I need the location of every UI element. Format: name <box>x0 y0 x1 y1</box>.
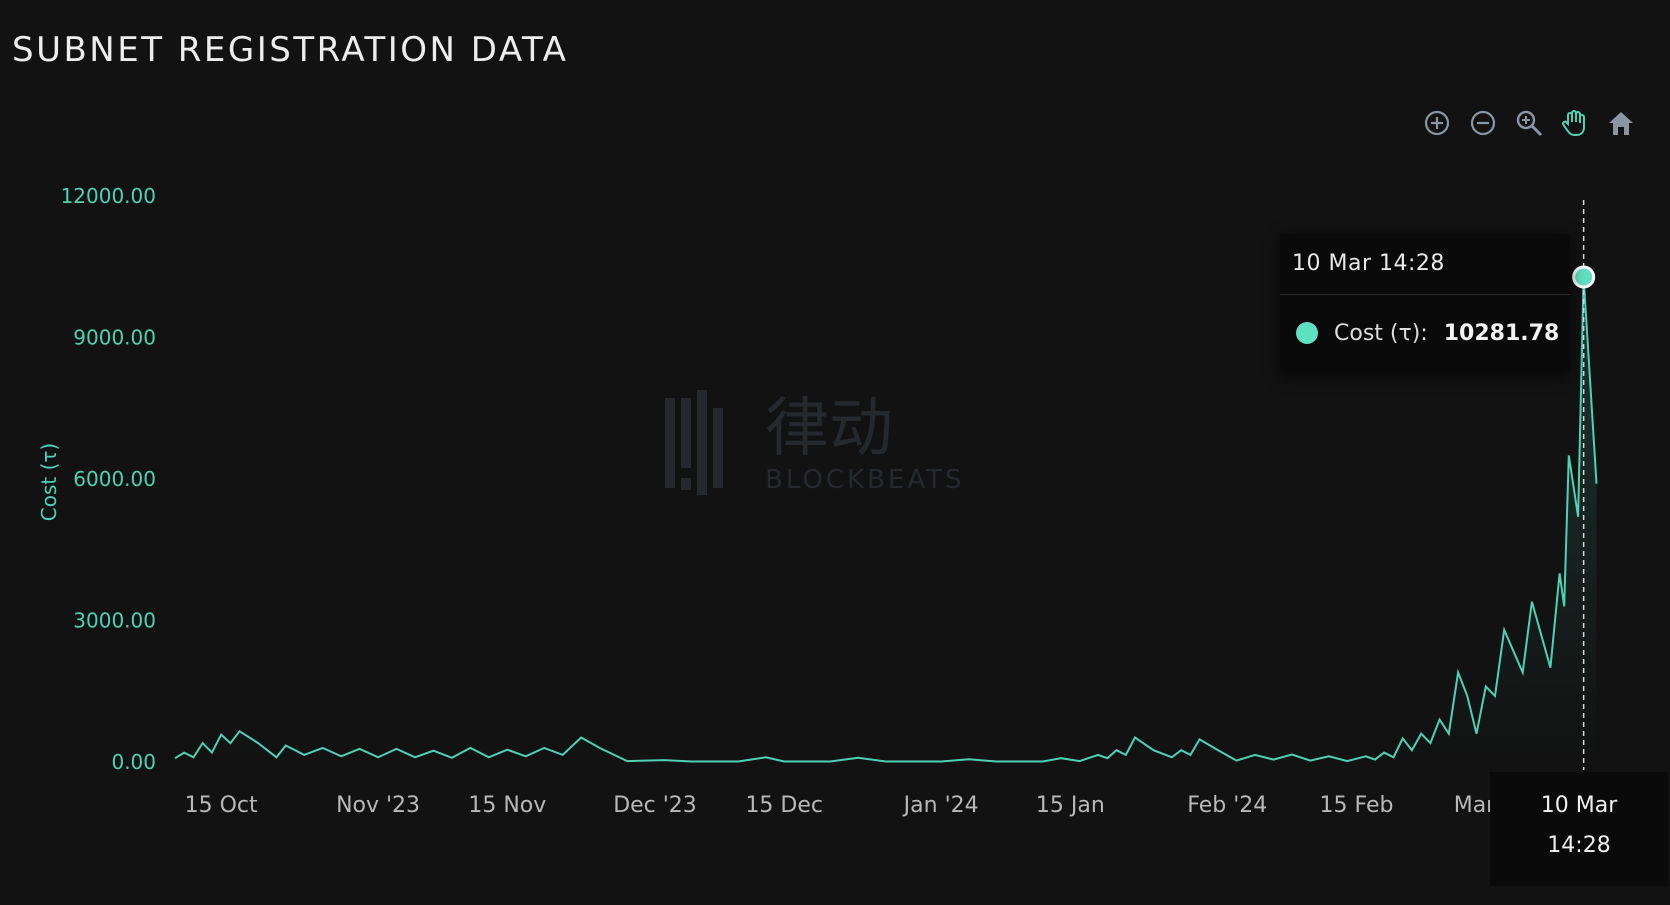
x-tick-label: 15 Nov <box>468 793 546 818</box>
pan-button[interactable] <box>1558 106 1592 140</box>
x-tick-label: Feb '24 <box>1187 793 1267 818</box>
y-tick-label: 3000.00 <box>73 609 156 633</box>
y-tick-label: 9000.00 <box>73 326 156 350</box>
zoom-in-button[interactable] <box>1420 106 1454 140</box>
chart-toolbar <box>1420 106 1638 140</box>
y-tick-label: 0.00 <box>111 750 156 774</box>
tooltip-value: 10281.78 <box>1443 320 1560 346</box>
watermark-logo: 律动 BLOCKBEATS <box>665 390 1005 524</box>
series-area-cost <box>175 277 1597 762</box>
y-tick-label: 6000.00 <box>73 467 156 491</box>
crosshair-date: 10 Mar <box>1540 793 1618 818</box>
x-tick-label: Dec '23 <box>613 793 697 818</box>
y-tick-label: 12000.00 <box>61 184 156 208</box>
data-tooltip: 10 Mar 14:28 Cost (τ): 10281.78 <box>1280 234 1570 372</box>
y-axis-label: Cost (τ) <box>37 442 61 522</box>
x-tick-label: Jan '24 <box>902 793 979 818</box>
tooltip-header: 10 Mar 14:28 <box>1280 234 1570 295</box>
x-tick-label: 15 Jan <box>1036 793 1105 818</box>
zoom-out-icon <box>1470 110 1496 136</box>
zoom-selection-button[interactable] <box>1512 106 1546 140</box>
crosshair-x-label: 10 Mar 14:28 <box>1490 772 1668 886</box>
svg-text:律动: 律动 <box>765 392 893 466</box>
x-tick-label: 15 Dec <box>745 793 823 818</box>
tooltip-row: Cost (τ): 10281.78 <box>1280 295 1570 371</box>
pan-hand-icon <box>1562 110 1585 136</box>
home-icon <box>1609 112 1633 135</box>
x-tick-label: 15 Oct <box>185 793 258 818</box>
reset-zoom-button[interactable] <box>1604 106 1638 140</box>
zoom-in-icon <box>1424 110 1450 136</box>
x-tick-label: Nov '23 <box>336 793 420 818</box>
series-line-cost <box>174 276 1598 763</box>
series-marker <box>1296 322 1318 344</box>
crosshair-time: 14:28 <box>1547 833 1611 858</box>
zoom-out-button[interactable] <box>1466 106 1500 140</box>
magnify-icon <box>1516 110 1543 137</box>
highlight-point[interactable] <box>1572 265 1596 289</box>
x-tick-label: 15 Feb <box>1320 793 1394 818</box>
svg-text:BLOCKBEATS: BLOCKBEATS <box>765 465 964 495</box>
page-title: SUBNET REGISTRATION DATA <box>12 30 569 70</box>
tooltip-series-label: Cost (τ): <box>1334 320 1428 346</box>
